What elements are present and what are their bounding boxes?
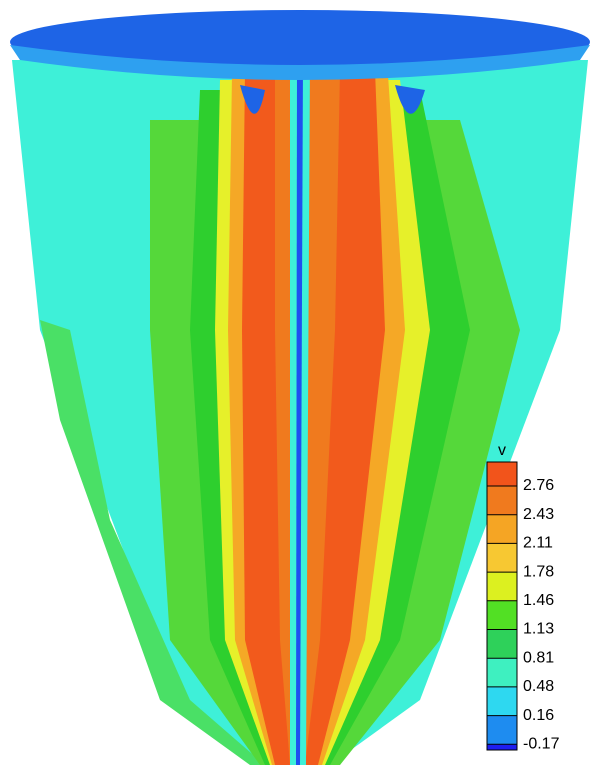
colorbar-label: 0.16 <box>523 707 554 724</box>
colorbar-label: 2.76 <box>523 477 554 494</box>
colorbar-label: 1.78 <box>523 563 554 580</box>
colorbar-band <box>487 462 517 486</box>
colorbar-band <box>487 630 517 659</box>
colorbar-label: 0.48 <box>523 678 554 695</box>
colorbar-band <box>487 716 517 745</box>
colorbar-band <box>487 543 517 572</box>
colorbar: v 2.76 2.43 2.11 1.78 1.46 1.13 0.81 0.48 0.16 -0… <box>487 442 560 752</box>
colorbar-label: 1.46 <box>523 592 554 609</box>
colorbar-title: v <box>498 442 506 459</box>
colorbar-label: 2.43 <box>523 506 554 523</box>
colorbar-band <box>487 744 517 750</box>
contour-plot: v 2.76 2.43 2.11 1.78 1.46 1.13 0.81 0.48 0.16 -0… <box>0 0 599 769</box>
colorbar-label: -0.17 <box>523 736 560 753</box>
colorbar-band <box>487 658 517 687</box>
colorbar-label: 1.13 <box>523 621 554 638</box>
colorbar-label: 2.11 <box>523 535 553 552</box>
colorbar-band <box>487 515 517 544</box>
colorbar-label: 0.81 <box>523 649 554 666</box>
colorbar-band <box>487 601 517 630</box>
colorbar-band <box>487 572 517 601</box>
colorbar-band <box>487 687 517 716</box>
colorbar-band <box>487 486 517 515</box>
